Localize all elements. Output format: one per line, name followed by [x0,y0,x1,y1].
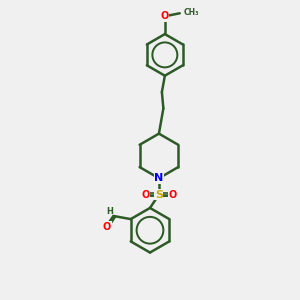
Text: CH₃: CH₃ [183,8,199,17]
Text: O: O [161,11,169,21]
Text: S: S [155,190,163,200]
Text: O: O [168,190,176,200]
Text: H: H [106,206,113,215]
Text: O: O [141,190,150,200]
Text: N: N [154,173,164,183]
Text: O: O [103,221,111,232]
